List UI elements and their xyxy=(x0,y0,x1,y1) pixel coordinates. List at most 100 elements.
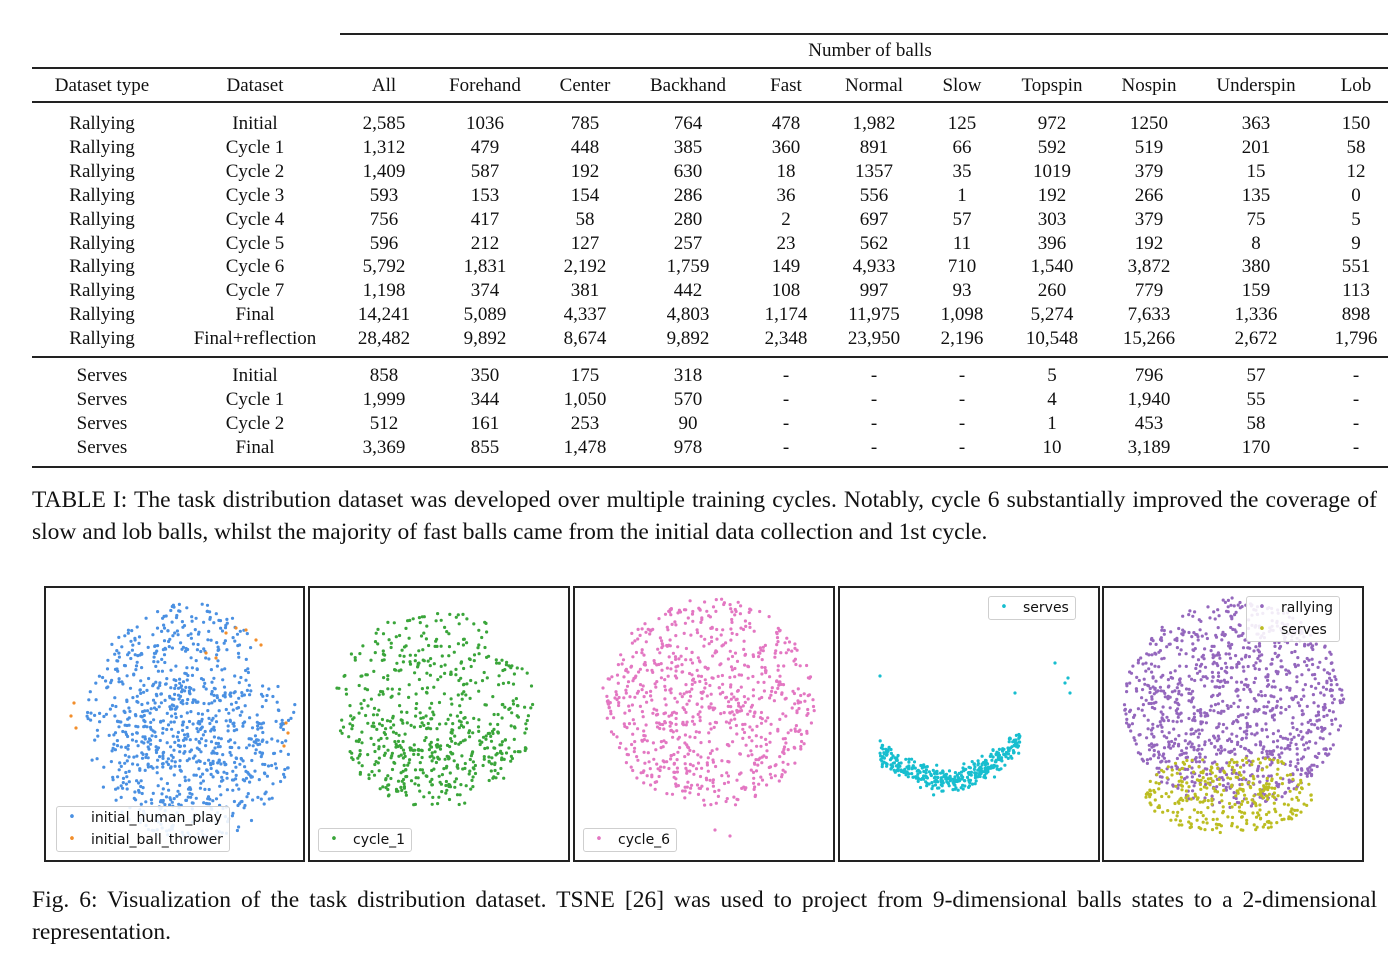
scatter-point xyxy=(922,774,926,778)
scatter-point xyxy=(724,720,728,724)
scatter-point xyxy=(357,738,361,742)
scatter-point xyxy=(429,745,433,749)
scatter-point xyxy=(1315,755,1319,760)
scatter-point xyxy=(444,779,448,784)
scatter-point xyxy=(690,673,694,677)
scatter-point xyxy=(651,741,655,745)
scatter-point xyxy=(1288,789,1292,793)
scatter-point xyxy=(212,735,216,739)
scatter-point xyxy=(451,728,455,732)
table-cell: 150 xyxy=(1341,113,1371,134)
scatter-point xyxy=(631,732,635,736)
scatter-point xyxy=(1144,795,1148,799)
scatter-point xyxy=(615,693,619,697)
scatter-point xyxy=(1270,685,1274,689)
scatter-point xyxy=(229,702,234,706)
scatter-point xyxy=(953,778,957,782)
table-cell: Cycle 1 xyxy=(225,136,285,158)
scatter-point xyxy=(154,734,158,739)
scatter-point xyxy=(1209,649,1213,653)
scatter-point xyxy=(445,764,449,768)
scatter-point xyxy=(136,725,140,729)
scatter-point xyxy=(372,742,376,747)
scatter-point xyxy=(714,764,718,769)
scatter-point xyxy=(1154,642,1158,646)
scatter-point xyxy=(438,747,443,751)
scatter-point xyxy=(111,778,115,782)
scatter-point xyxy=(191,642,195,646)
scatter-point xyxy=(1323,645,1327,649)
scatter-point xyxy=(132,796,136,800)
scatter-point xyxy=(684,608,688,612)
scatter-point xyxy=(98,711,102,715)
scatter-point xyxy=(202,701,206,706)
scatter-point xyxy=(672,762,676,766)
scatter-point xyxy=(199,750,203,754)
scatter-point xyxy=(1125,690,1129,694)
scatter-point xyxy=(1255,731,1259,735)
scatter-point xyxy=(1229,704,1233,708)
group-header: Number of balls xyxy=(808,40,932,61)
scatter-point xyxy=(217,736,221,740)
scatter-point xyxy=(1236,740,1240,744)
scatter-point xyxy=(425,686,430,690)
table-cell: 1,940 xyxy=(1127,389,1171,410)
scatter-point xyxy=(776,668,780,672)
scatter-point xyxy=(1153,687,1157,691)
table-cell: 135 xyxy=(1241,184,1271,206)
scatter-point xyxy=(215,769,219,773)
scatter-point xyxy=(770,689,774,693)
scatter-point xyxy=(163,698,167,702)
scatter-point xyxy=(1212,610,1216,614)
scatter-point xyxy=(1331,701,1335,705)
scatter-point xyxy=(1147,743,1151,747)
scatter-point xyxy=(428,706,432,710)
scatter-point xyxy=(208,721,212,726)
scatter-point xyxy=(929,772,933,776)
scatter-point xyxy=(1229,625,1233,630)
scatter-point xyxy=(1302,802,1306,806)
scatter-point xyxy=(1250,732,1254,736)
scatter-point xyxy=(1212,709,1216,713)
scatter-point xyxy=(675,700,679,704)
scatter-point xyxy=(247,737,251,741)
scatter-point xyxy=(1336,728,1341,732)
scatter-point xyxy=(1148,642,1152,646)
table-cell: 4 xyxy=(1047,389,1057,410)
scatter-point xyxy=(976,775,980,779)
scatter-point xyxy=(180,647,184,651)
scatter-point xyxy=(1158,685,1162,689)
scatter-point xyxy=(366,721,370,725)
scatter-point xyxy=(652,659,656,663)
scatter-point xyxy=(502,757,506,761)
scatter-point xyxy=(1018,740,1022,744)
scatter-point xyxy=(674,716,678,721)
scatter-point xyxy=(1200,662,1204,666)
scatter-point xyxy=(1221,699,1225,703)
scatter-point xyxy=(394,742,398,746)
scatter-point xyxy=(1242,763,1246,767)
scatter-point xyxy=(1236,688,1240,692)
scatter-point xyxy=(1241,828,1245,832)
scatter-point xyxy=(680,695,684,699)
scatter-point xyxy=(1013,691,1017,695)
scatter-point xyxy=(703,665,707,669)
scatter-point xyxy=(683,621,687,625)
scatter-point xyxy=(180,620,184,624)
scatter-point xyxy=(130,629,134,633)
scatter-point xyxy=(662,727,666,731)
scatter-point xyxy=(1279,659,1283,663)
scatter-point xyxy=(455,793,460,797)
scatter-point xyxy=(172,704,176,708)
scatter-point xyxy=(720,673,724,678)
scatter-point xyxy=(1195,633,1199,637)
scatter-point xyxy=(642,729,646,733)
scatter-point xyxy=(1194,666,1198,671)
scatter-point xyxy=(739,673,744,677)
scatter-point xyxy=(94,698,98,702)
scatter-point xyxy=(683,789,687,793)
table-cell: 8,674 xyxy=(563,328,607,350)
scatter-point xyxy=(496,712,500,717)
scatter-point xyxy=(739,604,743,608)
scatter-point xyxy=(686,745,690,749)
